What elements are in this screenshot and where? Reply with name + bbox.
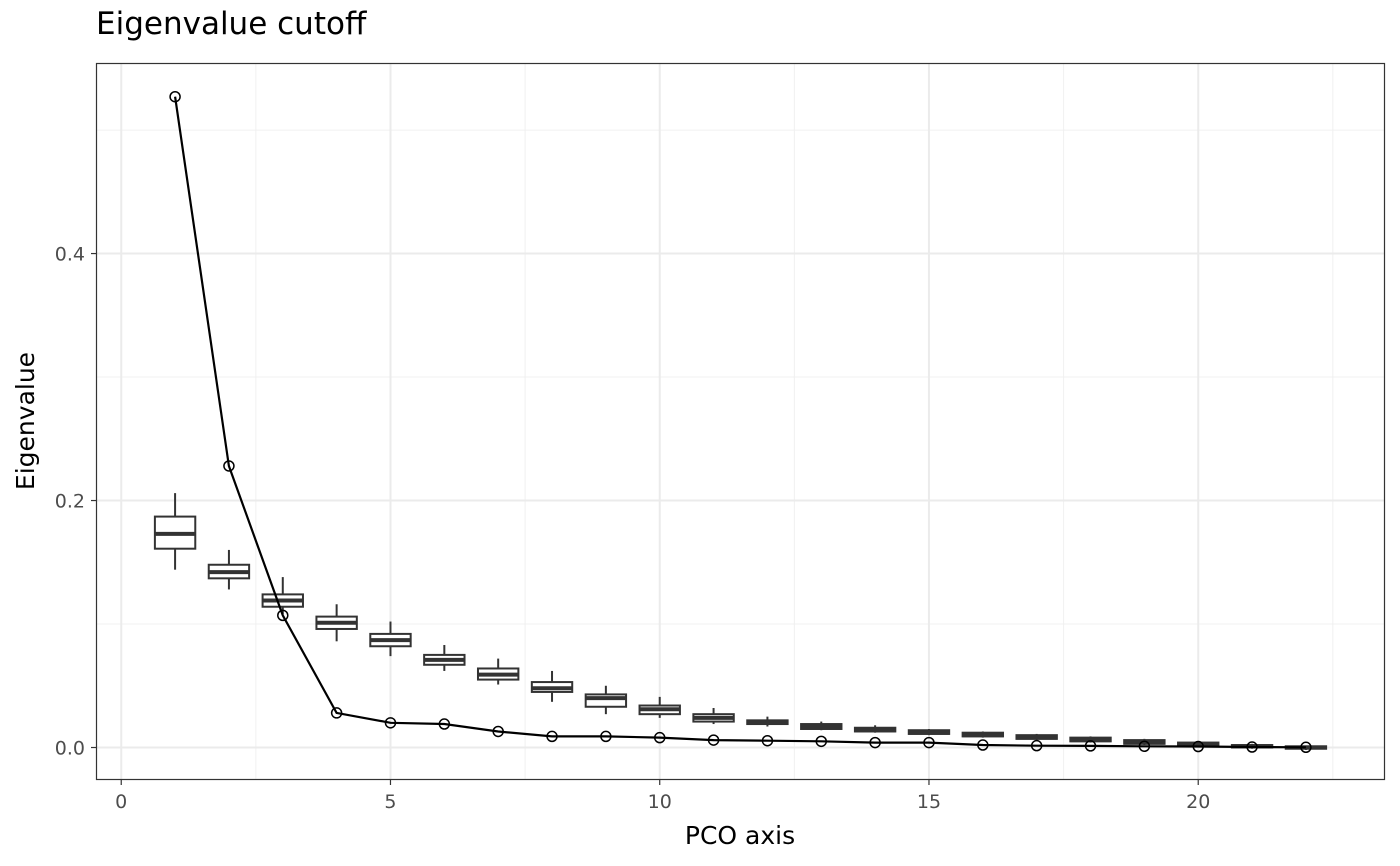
boxplot-box [853, 725, 897, 733]
eigenvalue-point [438, 718, 451, 730]
eigenvalue-point [815, 735, 828, 748]
eigenvalue-point [1138, 740, 1151, 753]
grid-lines [97, 64, 1384, 779]
eigenvalue-point [869, 736, 881, 749]
eigenvalue-point [546, 730, 558, 743]
eigenvalue-point [1030, 739, 1043, 752]
boxplot-box [800, 721, 843, 731]
x-tick-label: 15 [917, 791, 941, 813]
y-tick-label: 0.2 [55, 491, 85, 513]
y-tick-label: 0.0 [55, 738, 85, 760]
boxplot-box [530, 670, 574, 702]
boxplot-box [746, 716, 789, 727]
boxplot-box [423, 645, 466, 671]
boxplot-box [961, 731, 1005, 738]
boxplot-box [369, 621, 412, 657]
boxplot-box [584, 685, 628, 715]
axes: 0 5 10 15 20 0.0 0.2 0.4 [55, 244, 1211, 813]
boxplot-box [153, 493, 197, 570]
boxplot-box [907, 728, 951, 736]
y-axis-title: Eigenvalue [11, 352, 40, 490]
boxplot-box [692, 707, 735, 725]
boxplot-box [1015, 733, 1058, 741]
boxplot-box [261, 577, 304, 615]
eigenvalue-point [653, 731, 666, 744]
boxplot-box [476, 658, 520, 685]
x-tick-label: 10 [648, 791, 672, 813]
eigenvalue-point [330, 707, 343, 719]
boxplot-box [315, 604, 358, 642]
eigenvalue-point [223, 460, 235, 472]
x-axis-title: PCO axis [685, 821, 795, 850]
eigenvalue-point [1084, 740, 1097, 752]
eigenvalue-point [169, 90, 181, 103]
boxplot-box [207, 549, 251, 590]
boxplot-box [638, 696, 681, 718]
boxplot-series [153, 493, 1328, 750]
x-tick-label: 20 [1186, 791, 1210, 813]
eigenvalue-point [492, 725, 504, 738]
eigenvalue-point [384, 717, 397, 729]
x-tick-label: 0 [115, 791, 127, 813]
plot-panel-border [95, 62, 1386, 781]
chart-title: Eigenvalue cutoff [96, 6, 367, 42]
eigenvalue-line [174, 96, 1306, 749]
eigenvalue-point [1246, 741, 1258, 753]
eigenvalue-point [707, 734, 720, 746]
eigenvalue-point [761, 734, 774, 747]
eigenvalue-point [923, 736, 935, 749]
eigenvalue-line-series [169, 90, 1312, 754]
y-tick-label: 0.4 [55, 244, 85, 266]
eigenvalue-point [1300, 741, 1312, 754]
eigenvalue-point [1192, 740, 1204, 753]
eigenvalue-point [277, 609, 289, 622]
eigenvalue-point [600, 730, 612, 743]
eigenvalue-point [977, 739, 989, 751]
x-tick-label: 5 [384, 791, 396, 813]
